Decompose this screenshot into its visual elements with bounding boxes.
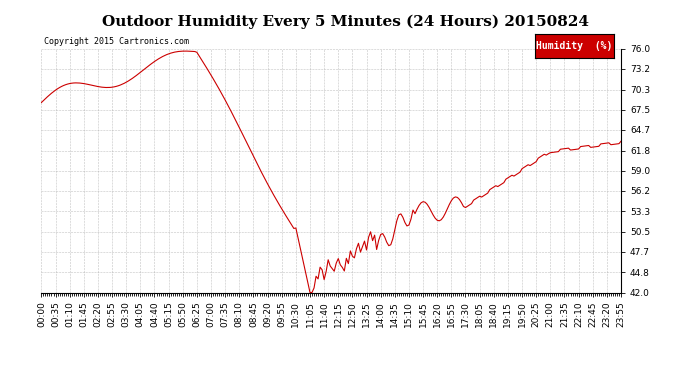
Text: Copyright 2015 Cartronics.com: Copyright 2015 Cartronics.com bbox=[44, 38, 189, 46]
Text: Humidity  (%): Humidity (%) bbox=[536, 41, 613, 51]
Text: Outdoor Humidity Every 5 Minutes (24 Hours) 20150824: Outdoor Humidity Every 5 Minutes (24 Hou… bbox=[101, 15, 589, 29]
